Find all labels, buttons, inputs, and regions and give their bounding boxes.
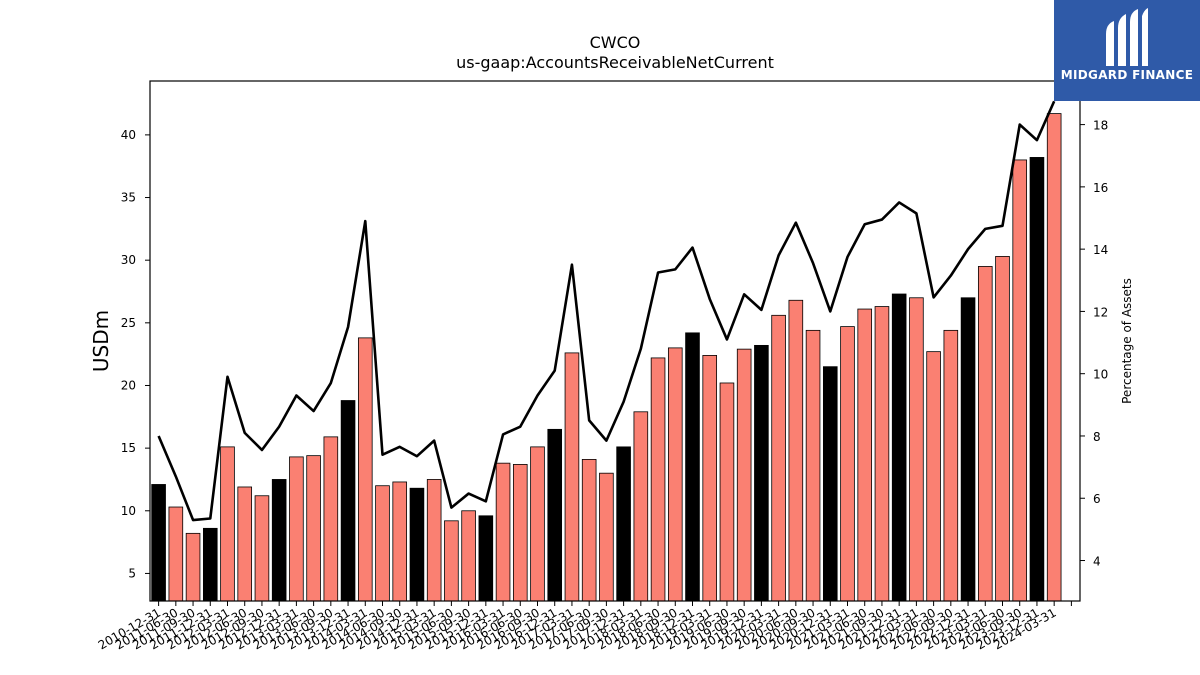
- bar: [650, 357, 666, 602]
- y-tick-label: 40: [121, 128, 136, 142]
- y-tick-label: 35: [121, 191, 136, 205]
- chart-title: CWCO: [590, 33, 641, 52]
- bar: [581, 459, 597, 602]
- bar: [857, 308, 873, 602]
- bar: [168, 506, 184, 602]
- y-axis-ticks: 5 10 15 20 25 30 35 40: [121, 128, 150, 580]
- y2-axis-ticks: 4 6 8 10 12 14 16 18: [1080, 119, 1108, 569]
- bar: [237, 486, 253, 602]
- bar: [840, 326, 855, 602]
- bar: [564, 352, 580, 602]
- y-tick-label: 20: [121, 378, 136, 392]
- y-tick-label: 5: [128, 566, 136, 580]
- bar: [478, 515, 494, 602]
- brand-logo: MIDGARD FINANCE: [1054, 0, 1200, 101]
- chart-subtitle: us-gaap:AccountsReceivableNetCurrent: [456, 53, 774, 72]
- y-tick-label: 30: [121, 253, 136, 267]
- y2-tick-label: 16: [1093, 181, 1108, 195]
- bar: [323, 436, 339, 602]
- y-tick-label: 15: [121, 441, 136, 455]
- bar: [202, 527, 218, 602]
- bar: [667, 347, 683, 602]
- y-tick-label: 25: [121, 316, 136, 330]
- y-tick-label: 10: [121, 504, 136, 518]
- bar: [943, 329, 959, 602]
- bar: [340, 400, 356, 602]
- bar: [616, 446, 631, 602]
- bar: [530, 446, 545, 602]
- bar: [977, 266, 993, 602]
- bar: [512, 464, 528, 602]
- bar: [805, 329, 821, 602]
- y2-tick-label: 18: [1093, 119, 1108, 133]
- bar: [995, 256, 1010, 602]
- y2-tick-label: 6: [1093, 492, 1101, 506]
- bar: [874, 306, 890, 602]
- bar: [409, 487, 425, 602]
- y2-tick-label: 8: [1093, 430, 1101, 444]
- midgard-logo-icon: [1106, 8, 1148, 66]
- y2-axis-label: Percentage of Assets: [1120, 278, 1134, 404]
- bar: [909, 297, 924, 602]
- bar: [254, 495, 270, 602]
- bar: [702, 355, 718, 602]
- bar: [771, 314, 786, 602]
- y2-tick-label: 14: [1093, 243, 1108, 257]
- bar: [685, 332, 700, 602]
- bar: [547, 428, 563, 602]
- bar: [461, 510, 476, 602]
- bar: [788, 299, 804, 602]
- bar: [151, 484, 166, 602]
- bar: [754, 344, 769, 602]
- bar: [444, 520, 459, 602]
- bar: [495, 462, 511, 602]
- bar: [926, 351, 941, 602]
- bar: [1012, 159, 1028, 602]
- bar: [1046, 113, 1062, 602]
- bar: [375, 485, 390, 602]
- bar: [392, 481, 408, 602]
- line-series: [157, 100, 1056, 522]
- brand-logo-text: MIDGARD FINANCE: [1060, 68, 1194, 82]
- series-line: [157, 100, 1056, 522]
- axes: [149, 80, 1081, 602]
- bar: [306, 455, 321, 602]
- plot-frame: [149, 80, 1081, 602]
- bar: [289, 456, 304, 602]
- bar: [1029, 157, 1045, 602]
- bar: [822, 366, 838, 602]
- bar: [599, 472, 614, 602]
- bar: [719, 382, 735, 602]
- bar: [185, 532, 201, 602]
- x-axis-ticks: 2010-12-312011-06-302011-09-302011-12-31…: [96, 601, 1072, 652]
- y-axis-label: USDm: [89, 310, 113, 372]
- bar: [426, 479, 442, 602]
- bar: [736, 348, 752, 602]
- y2-tick-label: 12: [1093, 305, 1108, 319]
- bar: [891, 293, 907, 602]
- y2-tick-label: 4: [1093, 555, 1101, 569]
- bar: [357, 337, 373, 602]
- bar: [220, 446, 235, 602]
- bar-series: [151, 113, 1062, 602]
- bar: [271, 479, 287, 602]
- y2-tick-label: 10: [1093, 368, 1108, 382]
- bar: [633, 411, 649, 602]
- bar: [960, 297, 976, 602]
